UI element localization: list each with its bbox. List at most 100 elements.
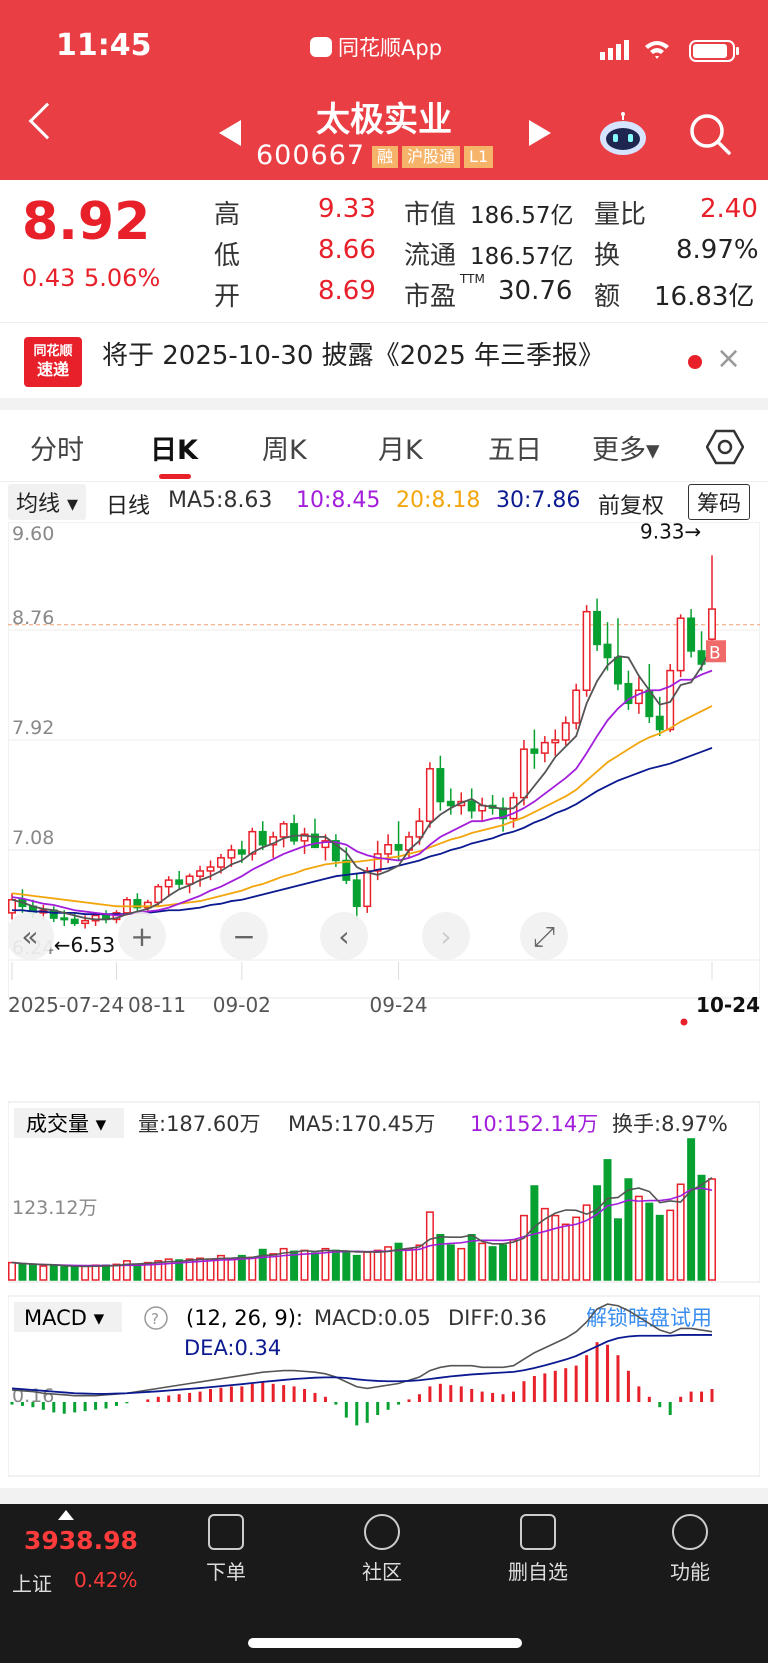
stock-chart[interactable]: 9.608.767.927.086.24 9.33→ ←6.53 B «+−‹›… [8, 522, 760, 1478]
notice-close-button[interactable]: × [716, 341, 742, 376]
svg-text:?: ? [151, 1310, 159, 1328]
candle-body [530, 748, 539, 754]
macd-lines [11, 1303, 713, 1397]
prev-stock-button[interactable] [219, 120, 241, 146]
tab-daily[interactable]: 日K [150, 435, 198, 466]
volume-ma5-label: MA5:170.45万 [288, 1112, 435, 1136]
app-label: 同花顺App [310, 32, 442, 62]
community-button[interactable]: 社区 [352, 1514, 412, 1585]
order-button[interactable]: 下单 [196, 1514, 256, 1585]
volume-bar [405, 1247, 414, 1281]
indicator-selector[interactable]: 均线 ▾ [8, 484, 87, 520]
volume-bar [384, 1246, 393, 1281]
macd-value: MACD:0.05 [314, 1306, 431, 1330]
moving-averages [11, 646, 713, 921]
volume-bar [216, 1254, 225, 1281]
next-stock-button[interactable] [529, 120, 551, 146]
tab-more[interactable]: 更多▾ [592, 435, 660, 466]
candle-body [561, 722, 570, 741]
tab-weekly[interactable]: 周K [262, 435, 307, 466]
open-label: 开 [214, 282, 241, 312]
volume-bar [436, 1233, 445, 1281]
candle-body [603, 643, 612, 659]
volume-bar [237, 1254, 246, 1281]
volume-bar [185, 1258, 194, 1281]
tab-intraday[interactable]: 分时 [30, 435, 84, 466]
ma30-label: 30:7.86 [496, 488, 581, 513]
chip-button[interactable]: 筹码 [688, 484, 751, 520]
candle-body [185, 875, 194, 885]
candle-body [175, 879, 184, 885]
volume-bar [39, 1265, 48, 1281]
ma-legend-bar: 均线 ▾ 日线 MA5:8.63 10:8.45 20:8.18 30:7.86… [0, 484, 768, 520]
nav-button-glyph: « [21, 920, 38, 953]
signal-icon [600, 52, 605, 60]
k-grid [8, 624, 760, 961]
volume-bar [655, 1214, 664, 1281]
ma5-line [11, 646, 713, 921]
volume-bar [112, 1263, 121, 1281]
candle-body [133, 899, 142, 909]
low-value: 8.66 [318, 235, 376, 265]
volume-bar [373, 1249, 382, 1281]
tab-monthly[interactable]: 月K [378, 435, 423, 466]
active-tab-indicator [159, 474, 191, 479]
stock-name: 太极实业 [316, 100, 452, 140]
volume-bar [28, 1264, 37, 1281]
settings-hex-icon[interactable] [706, 428, 744, 466]
ma20-line [11, 705, 713, 908]
candlestick-panel: 9.608.767.927.086.24 [8, 522, 760, 999]
dea-line [11, 1334, 712, 1395]
notice-banner[interactable]: 同花顺 速递 将于 2025-10-30 披露《2025 年三季报》 × [0, 322, 768, 398]
volume-bar [687, 1138, 696, 1281]
nav-button-glyph: › [440, 920, 451, 953]
volume-bar [102, 1264, 111, 1281]
remove-watch-button[interactable]: 删自选 [500, 1514, 576, 1585]
vol-ratio-label: 量比 [594, 200, 647, 230]
community-icon [364, 1514, 400, 1550]
candle-body [373, 853, 382, 872]
volume-ma-lines [11, 1176, 713, 1268]
volume-bar [613, 1218, 622, 1281]
volume-bar [666, 1209, 675, 1281]
candle-body [279, 823, 288, 838]
candle-body [697, 650, 706, 665]
chart-nav-button-3: ‹ [320, 912, 368, 960]
x-tick-label: 08-11 [128, 993, 186, 1017]
candle-body [572, 689, 581, 724]
k-y-tick: 7.92 [12, 717, 54, 739]
functions-button[interactable]: 功能 [660, 1514, 720, 1585]
tab-five-day[interactable]: 五日 [488, 435, 542, 466]
last-price: 8.92 [22, 192, 151, 252]
candle-body [237, 849, 246, 855]
x-tick-label: 10-24 [696, 993, 760, 1017]
x-axis-ticks: 2025-07-24 08-11 09-02 09-24 10-24 [8, 962, 760, 1026]
candle-body [143, 901, 152, 909]
macd-panel: MACD ▾ ? (12, 26, 9): MACD:0.05 DIFF:0.3… [8, 1295, 760, 1477]
current-day-dot [680, 1018, 688, 1026]
high-label: 高 [214, 200, 241, 230]
volume-ma10-label: 10:152.14万 [470, 1112, 598, 1136]
candle-body [708, 608, 716, 640]
search-icon[interactable] [688, 112, 732, 156]
robot-assistant-icon[interactable] [598, 112, 648, 156]
volume-bar [603, 1159, 612, 1281]
candle-body [300, 833, 309, 842]
high-value: 9.33 [318, 194, 376, 224]
volume-bar [478, 1242, 487, 1281]
volume-ma5-line [11, 1176, 713, 1268]
up-arrow-icon [58, 1510, 74, 1520]
candle-body [499, 807, 508, 820]
help-icon [144, 1306, 168, 1330]
adjust-label[interactable]: 前复权 [598, 494, 665, 519]
vol-ratio-value: 2.40 [700, 194, 758, 224]
candle-body [206, 866, 215, 872]
volume-bar [143, 1261, 152, 1281]
price-change-pct: 5.06% [84, 264, 161, 292]
ma20-label: 20:8.18 [396, 488, 481, 513]
candle-body [154, 885, 163, 904]
chart-nav-button-1: + [118, 912, 166, 960]
volume-bar [415, 1244, 424, 1281]
nav-button-glyph: + [130, 920, 153, 953]
float-value: 186.57亿 [470, 244, 574, 270]
